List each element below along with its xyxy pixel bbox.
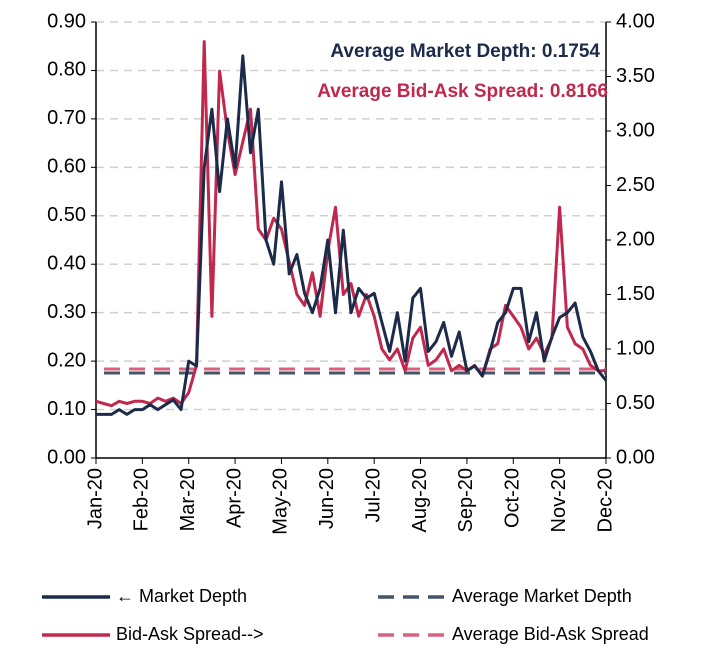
y-tick-label: 0.40 <box>47 253 86 275</box>
x-tick-label: Jan-20 <box>84 468 106 529</box>
y2-tick-label: 1.00 <box>616 337 655 359</box>
x-tick-label: Nov-20 <box>548 468 570 532</box>
y2-tick-label: 3.50 <box>616 65 655 87</box>
y2-tick-label: 4.00 <box>616 10 655 32</box>
y2-tick-label: 0.00 <box>616 446 655 468</box>
x-tick-label: Jun-20 <box>316 468 338 529</box>
x-tick-label: Oct-20 <box>502 468 524 528</box>
legend-label: Average Market Depth <box>452 586 632 606</box>
y-tick-label: 0.00 <box>47 446 86 468</box>
annotation: Average Bid-Ask Spread: 0.8166 <box>317 81 608 102</box>
legend-label: Average Bid-Ask Spread <box>452 624 649 644</box>
x-tick-label: May-20 <box>270 468 292 535</box>
y-tick-label: 0.90 <box>47 10 86 32</box>
y2-tick-label: 2.50 <box>616 174 655 196</box>
x-tick-label: Jul-20 <box>362 468 384 522</box>
y-tick-label: 0.10 <box>47 398 86 420</box>
y2-tick-label: 3.00 <box>616 119 655 141</box>
y-tick-label: 0.20 <box>47 349 86 371</box>
legend-label: ← Market Depth <box>116 586 247 606</box>
y-tick-label: 0.60 <box>47 156 86 178</box>
y-tick-label: 0.50 <box>47 204 86 226</box>
y2-tick-label: 0.50 <box>616 392 655 414</box>
y2-tick-label: 1.50 <box>616 283 655 305</box>
legend-label: Bid-Ask Spread--> <box>116 624 264 644</box>
x-tick-label: Apr-20 <box>223 468 245 528</box>
x-tick-label: Mar-20 <box>177 468 199 531</box>
x-tick-label: Sep-20 <box>455 468 477 533</box>
annotation: Average Market Depth: 0.1754 <box>330 41 600 62</box>
y-tick-label: 0.70 <box>47 107 86 129</box>
y-tick-label: 0.80 <box>47 59 86 81</box>
x-tick-label: Feb-20 <box>131 468 153 531</box>
y2-tick-label: 2.00 <box>616 228 655 250</box>
series-line <box>96 54 608 416</box>
y-tick-label: 0.30 <box>47 301 86 323</box>
x-tick-label: Dec-20 <box>594 468 616 532</box>
x-tick-label: Aug-20 <box>409 468 431 533</box>
